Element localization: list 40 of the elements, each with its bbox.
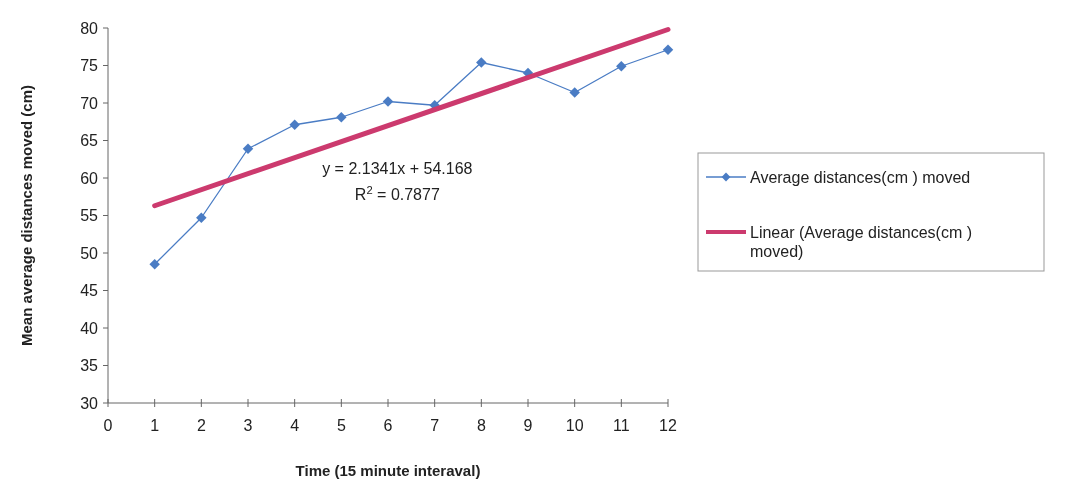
- y-tick-label: 30: [80, 394, 99, 412]
- point: [149, 259, 160, 270]
- point: [382, 96, 394, 107]
- x-tick-label: 9: [523, 417, 533, 434]
- y-tick-label: 75: [80, 57, 99, 75]
- x-tick-label: 2: [196, 417, 206, 434]
- x-tick-label: 1: [150, 417, 160, 434]
- y-axis-title: Mean average distances moved (cm): [18, 85, 35, 346]
- y-tick-label: 50: [80, 244, 99, 262]
- annotation: R$^{2}$ = 0.7877: [354, 184, 440, 204]
- legend-label: Average distances(cm ) moved: [750, 168, 971, 186]
- x-tick-label: 10: [565, 417, 584, 434]
- y-tick-label: 60: [80, 169, 99, 187]
- x-tick-label: 3: [243, 417, 253, 434]
- x-tick-label: 0: [103, 417, 113, 434]
- x-tick-label: 4: [290, 417, 300, 434]
- x-tick-label: 12: [659, 417, 677, 434]
- x-tick-label: 6: [383, 417, 393, 434]
- x-tick-label: 11: [613, 417, 630, 434]
- x-axis-title: Time (15 minute interaval): [295, 462, 481, 479]
- point: [476, 57, 487, 68]
- point: [289, 119, 300, 130]
- x-tick-label: 5: [336, 417, 346, 434]
- point: [336, 112, 347, 123]
- y-tick-label: 40: [80, 319, 99, 337]
- point: [196, 212, 207, 223]
- point: [242, 143, 254, 154]
- point: [662, 44, 674, 55]
- y-tick-label: 45: [80, 282, 99, 300]
- x-tick-label: 8: [476, 417, 486, 434]
- annotation: y = 2.1341x + 54.168: [322, 160, 473, 178]
- y-tick-label: 70: [80, 94, 99, 112]
- point: [616, 61, 627, 72]
- y-tick-label: 35: [80, 357, 99, 375]
- point: [569, 87, 580, 98]
- legend-label: Linear (Average distances(cm ) moved): [750, 223, 973, 260]
- y-tick-label: 80: [80, 19, 99, 37]
- x-tick-label: 7: [430, 417, 440, 434]
- y-tick-label: 65: [80, 132, 99, 150]
- y-tick-label: 55: [80, 207, 99, 225]
